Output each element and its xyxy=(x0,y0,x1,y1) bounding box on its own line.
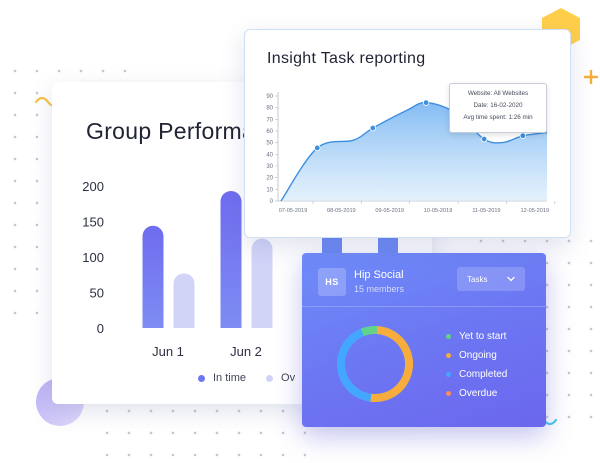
x-tick-label: 09-05-2019 xyxy=(375,208,404,214)
bar-in-time xyxy=(220,190,242,328)
bar-overdue xyxy=(173,273,195,328)
donut-slice-completed xyxy=(337,326,413,402)
divider xyxy=(302,306,546,307)
legend-dot xyxy=(446,372,451,377)
data-point xyxy=(519,132,527,139)
team-avatar: HS xyxy=(318,268,346,296)
data-point xyxy=(369,124,377,132)
legend-label: Ongoing xyxy=(459,350,497,361)
y-tick-label: 80 xyxy=(266,106,273,112)
insight-area-chart: 90 80 70 60 50 40 30 20 10 0 07-05-2019 08-05-2019 0… xyxy=(266,92,556,214)
y-tick-label: 90 xyxy=(266,94,273,100)
data-point xyxy=(480,135,488,143)
x-tick-label: 12-05-2019 xyxy=(521,208,550,214)
legend-item-overdue: Overdue xyxy=(446,384,507,403)
bar-in-time xyxy=(142,225,164,328)
team-name: Hip Social xyxy=(354,269,404,281)
area-fill xyxy=(281,102,547,201)
team-card: HS Hip Social 15 members Tasks Yet to st… xyxy=(302,253,546,427)
y-tick-label: 50 xyxy=(90,286,104,301)
team-members-count: 15 members xyxy=(354,284,405,294)
x-tick-label: Jun 1 xyxy=(152,344,184,359)
insight-task-reporting-card: Insight Task reporting 90 80 70 60 50 40 30 20 1… xyxy=(244,29,571,238)
chart-tooltip: Website: All Websites Date: 16-02-2020 A… xyxy=(449,83,547,133)
task-status-legend: Yet to start Ongoing Completed Overdue xyxy=(446,327,507,403)
data-point xyxy=(422,99,430,106)
y-tick-label: 50 xyxy=(266,141,273,147)
legend-label: In time xyxy=(213,372,247,384)
x-tick-label: 11-05-2019 xyxy=(472,208,500,214)
x-tick-label: Jun 2 xyxy=(230,344,262,359)
card-connector xyxy=(378,236,398,256)
legend-dot xyxy=(446,334,451,339)
y-tick-label: 0 xyxy=(97,321,104,336)
x-tick-label: 07-05-2019 xyxy=(279,208,308,214)
y-tick-label: 60 xyxy=(266,129,273,135)
insight-title: Insight Task reporting xyxy=(267,50,426,67)
y-tick-label: 0 xyxy=(270,199,274,205)
legend-label: Yet to start xyxy=(459,331,507,342)
y-tick-label: 20 xyxy=(266,176,273,182)
tooltip-website: Website: All Websites xyxy=(467,90,529,97)
chevron-down-icon xyxy=(507,276,515,282)
y-tick-label: 70 xyxy=(266,117,273,123)
tooltip-time: Avg time spent: 1:26 min xyxy=(463,114,533,121)
y-tick-label: 100 xyxy=(82,250,104,265)
x-tick-label: 08-05-2019 xyxy=(327,208,356,214)
tooltip-date: Date: 16-02-2020 xyxy=(473,102,523,109)
y-tick-label: 10 xyxy=(266,187,273,193)
tasks-dropdown-value: Tasks xyxy=(467,274,488,284)
y-tick-label: 150 xyxy=(82,215,104,230)
legend-dot xyxy=(198,374,205,382)
group-performance-legend: In time Ov xyxy=(198,372,315,384)
legend-label: Ov xyxy=(281,372,296,384)
plus-decoration xyxy=(584,70,598,84)
y-tick-label: 40 xyxy=(266,152,273,158)
y-tick-label: 30 xyxy=(266,164,273,170)
legend-item-completed: Completed xyxy=(446,365,507,384)
legend-item-ongoing: Ongoing xyxy=(446,346,507,365)
bar-overdue xyxy=(251,238,273,328)
data-point xyxy=(314,144,321,152)
y-tick-label: 200 xyxy=(82,179,104,194)
legend-dot xyxy=(446,353,451,358)
donut-slice-ongoing xyxy=(337,326,413,402)
card-connector xyxy=(322,236,342,256)
legend-item-in-time: In time xyxy=(198,372,246,384)
legend-item-overdue: Ov xyxy=(266,372,295,384)
tasks-dropdown[interactable]: Tasks xyxy=(457,267,525,291)
legend-dot xyxy=(446,391,451,396)
task-status-donut-chart xyxy=(337,326,413,402)
legend-label: Completed xyxy=(459,369,508,380)
dot-pattern xyxy=(96,400,306,462)
legend-label: Overdue xyxy=(459,388,498,399)
legend-item-yet-to-start: Yet to start xyxy=(446,327,507,346)
x-tick-label: 10-05-2019 xyxy=(424,208,453,214)
legend-dot xyxy=(266,374,274,382)
